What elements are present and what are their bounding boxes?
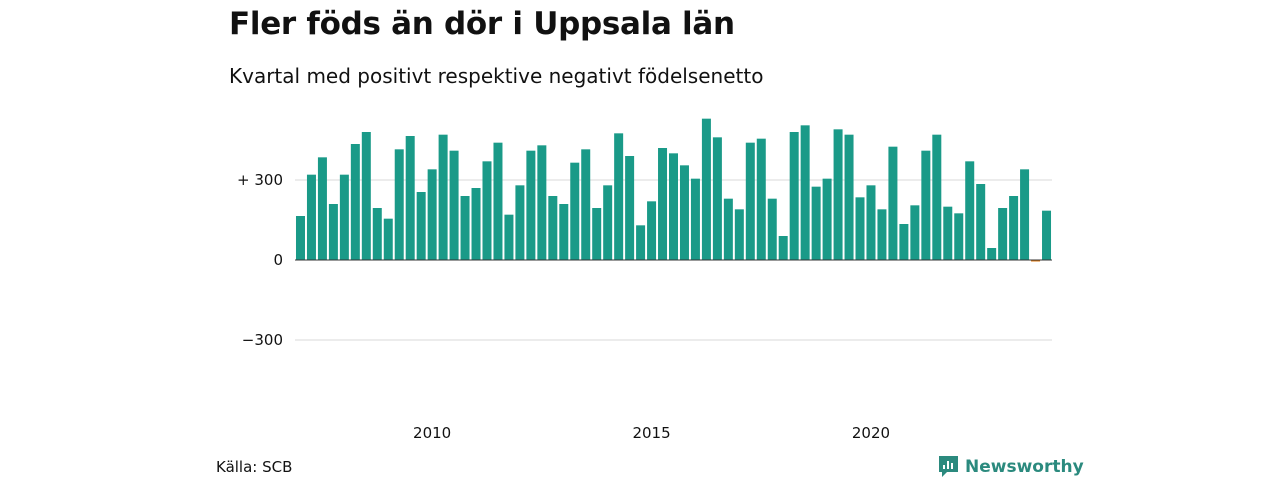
chart-subtitle: Kvartal med positivt respektive negativt… <box>229 64 764 88</box>
bar <box>460 196 470 260</box>
bar <box>954 213 964 260</box>
bar <box>416 192 426 260</box>
bar <box>361 132 371 260</box>
bar <box>603 185 613 260</box>
bar <box>723 198 733 260</box>
brand-logo: Newsworthy <box>938 455 1084 478</box>
bar <box>317 157 327 260</box>
bar <box>570 162 580 260</box>
bar <box>647 201 657 260</box>
bar <box>669 153 678 260</box>
bar <box>515 185 525 260</box>
x-tick-label: 2015 <box>632 424 670 442</box>
bar <box>822 178 832 260</box>
bar <box>405 136 415 260</box>
bar <box>789 132 799 260</box>
bar <box>811 186 821 260</box>
bar <box>833 129 843 260</box>
bar <box>295 216 305 260</box>
bar <box>394 149 404 260</box>
bar <box>756 138 766 260</box>
y-tick-label: 0 <box>273 251 283 269</box>
bar <box>493 142 503 260</box>
bar <box>526 150 536 260</box>
bar <box>306 174 316 260</box>
bar <box>932 134 942 260</box>
bar <box>625 156 635 260</box>
bar <box>471 188 481 260</box>
bar <box>1031 260 1041 262</box>
bar <box>1042 210 1052 260</box>
chart-title: Fler föds än dör i Uppsala län <box>229 6 735 42</box>
bar <box>976 184 986 260</box>
bar <box>548 196 558 260</box>
brand-name: Newsworthy <box>965 456 1084 477</box>
y-tick-label: −300 <box>242 331 283 349</box>
bar <box>899 224 909 260</box>
y-axis-ticks: + 300 0 −300 <box>237 171 283 349</box>
x-tick-label: 2010 <box>413 424 451 442</box>
bar <box>800 125 810 260</box>
newsworthy-logo-icon <box>939 456 958 477</box>
bar <box>965 161 975 260</box>
bar <box>866 185 876 260</box>
bar <box>658 148 668 260</box>
bar <box>877 209 887 260</box>
bar <box>581 149 591 260</box>
bar <box>679 165 689 260</box>
bar <box>636 225 646 260</box>
bar <box>987 248 997 260</box>
bar <box>701 118 711 260</box>
bars <box>295 118 1052 262</box>
bar <box>482 161 492 260</box>
bar <box>1009 196 1019 260</box>
bar <box>504 214 514 260</box>
bar <box>559 204 569 260</box>
bar <box>921 150 931 260</box>
bar <box>592 208 602 260</box>
bar <box>888 146 898 260</box>
x-axis-ticks: 2010 2015 2020 <box>413 424 890 442</box>
bar <box>350 144 360 260</box>
bar <box>449 150 459 260</box>
bar <box>998 208 1008 260</box>
bar <box>1020 169 1030 260</box>
y-tick-label: + 300 <box>237 171 283 189</box>
bar <box>690 178 700 260</box>
bar <box>855 197 865 260</box>
bar <box>844 134 854 260</box>
bar <box>383 218 393 260</box>
source-note: Källa: SCB <box>216 458 293 476</box>
bar <box>339 174 349 260</box>
bar <box>427 169 437 260</box>
bar <box>734 209 744 260</box>
bar <box>745 142 755 260</box>
bar <box>438 134 448 260</box>
bar <box>328 204 338 260</box>
bar <box>712 137 722 260</box>
bar <box>614 133 624 260</box>
bar <box>943 206 953 260</box>
bar <box>910 205 920 260</box>
bar <box>372 208 382 260</box>
bar <box>767 198 777 260</box>
bar <box>537 145 547 260</box>
bar <box>778 236 788 260</box>
x-tick-label: 2020 <box>852 424 890 442</box>
